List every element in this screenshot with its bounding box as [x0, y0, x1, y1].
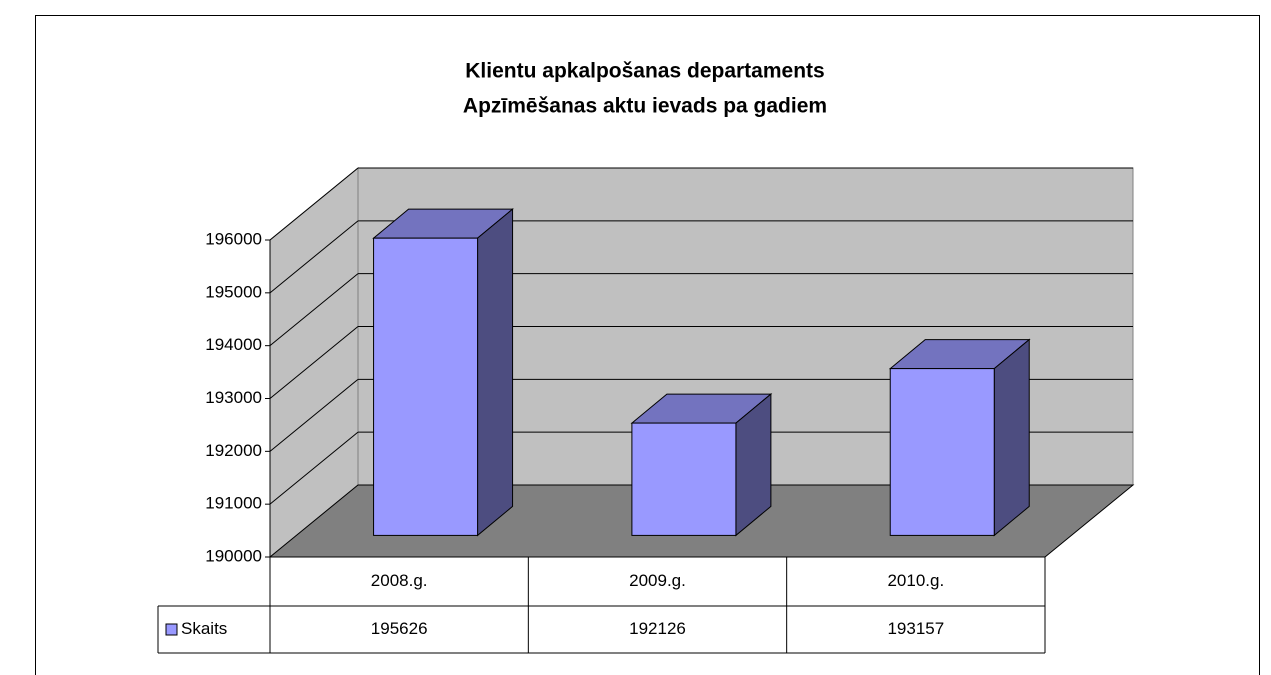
chart-subtitle: Apzīmēšanas aktu ievads pa gadiem — [463, 95, 827, 118]
y-tick-label: 190000 — [205, 546, 262, 565]
bar-side — [993, 338, 1030, 537]
grid-line — [269, 273, 359, 347]
legend-label: Skaits — [181, 619, 227, 638]
grid-line — [269, 167, 359, 241]
grid-line — [269, 220, 359, 294]
chart-title: Klientu apkalpošanas departaments — [465, 60, 824, 83]
y-tick-label: 195000 — [205, 282, 262, 301]
y-tick-label: 193000 — [205, 388, 262, 407]
x-tick-label: 2008.g. — [371, 571, 428, 590]
y-tick-label: 194000 — [205, 335, 262, 354]
table-value: 195626 — [371, 619, 428, 638]
grid-line — [269, 326, 359, 399]
grid-line — [269, 431, 359, 505]
grid-line — [269, 378, 359, 452]
bar — [889, 368, 995, 536]
x-tick-label: 2010.g. — [887, 571, 944, 590]
x-tick-label: 2009.g. — [629, 571, 686, 590]
bar — [373, 237, 479, 536]
y-tick-label: 196000 — [205, 229, 262, 248]
table-value: 193157 — [887, 619, 944, 638]
bar-side — [477, 208, 514, 537]
y-tick-label: 192000 — [205, 441, 262, 460]
table-value: 192126 — [629, 619, 686, 638]
legend-key — [165, 623, 178, 636]
y-tick-label: 191000 — [205, 494, 262, 513]
bar — [631, 422, 737, 536]
